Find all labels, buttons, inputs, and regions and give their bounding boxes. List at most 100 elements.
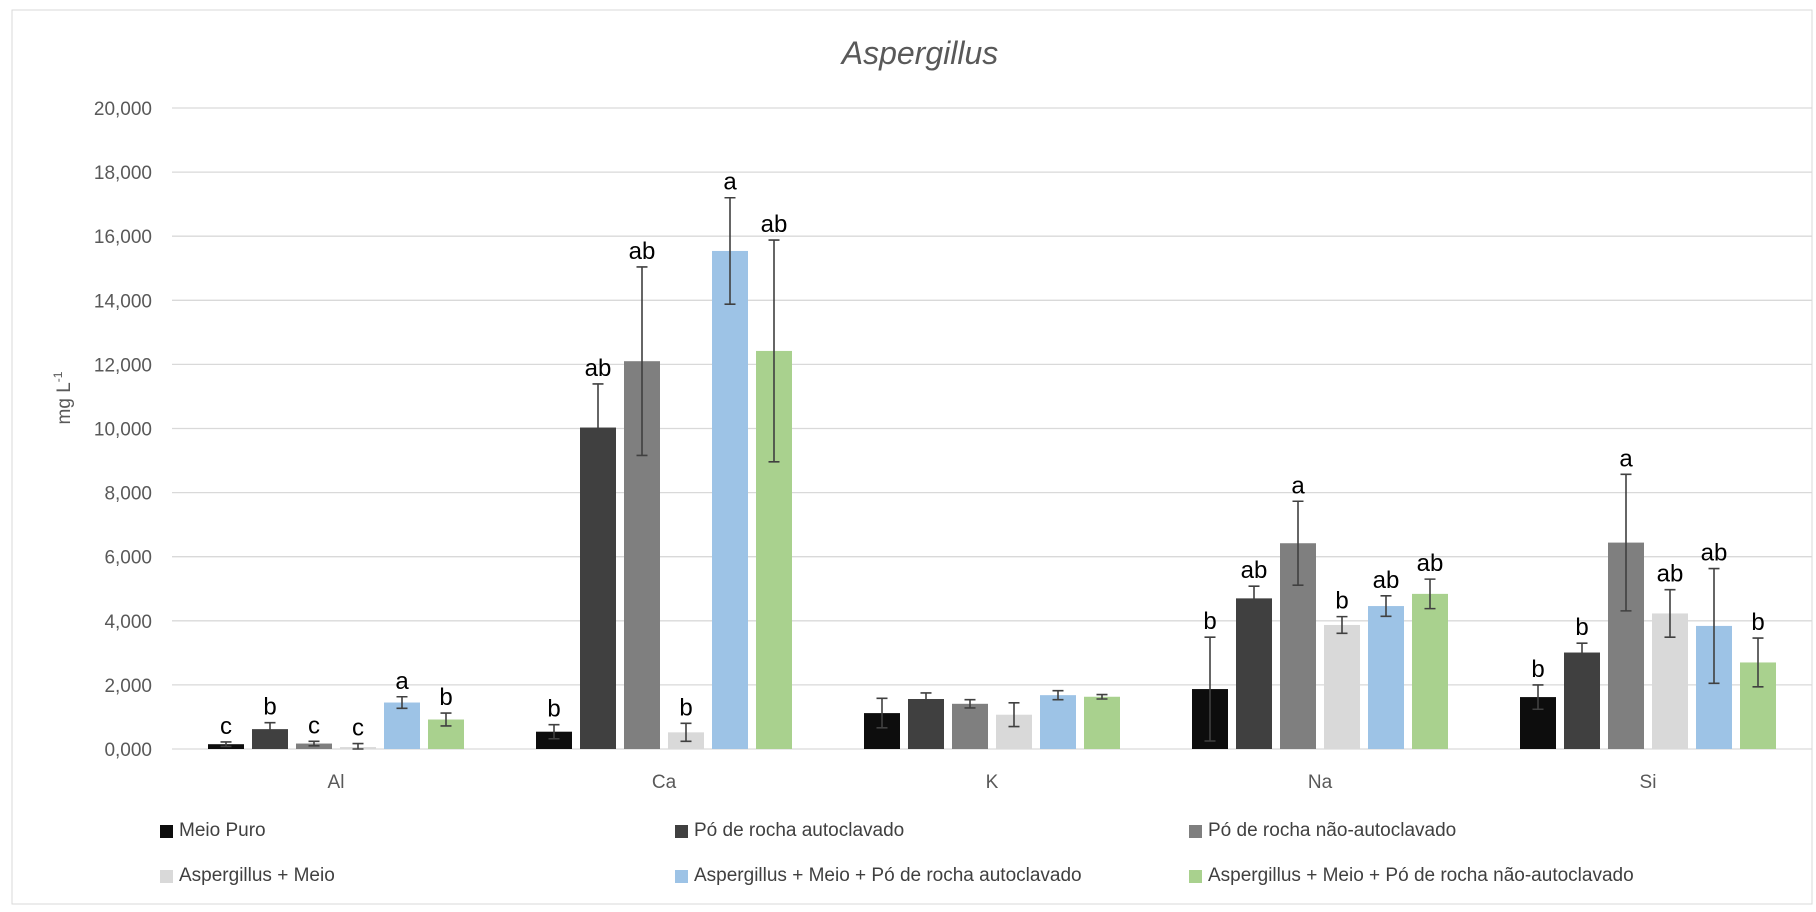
error-bar xyxy=(680,722,692,743)
error-bar xyxy=(1708,567,1720,685)
error-bar xyxy=(548,723,560,740)
y-axis-ticks: 0,000 2,000 4,000 6,000 8,000 10,000 12,000 14,… xyxy=(94,99,152,761)
bar xyxy=(1084,696,1120,749)
significance-letter: ab xyxy=(1657,561,1684,588)
error-bar xyxy=(440,712,452,727)
error-bar xyxy=(876,697,888,729)
bar xyxy=(908,699,944,749)
y-tick-label: 6,000 xyxy=(104,548,152,569)
y-axis-label-main: mg L xyxy=(54,382,75,424)
x-tick-label: Al xyxy=(328,772,345,793)
significance-letter: b xyxy=(679,694,692,721)
significance-letter: c xyxy=(220,713,232,740)
bar xyxy=(712,250,748,749)
error-bar xyxy=(1336,615,1348,635)
significance-letter: b xyxy=(1751,609,1764,636)
legend-item: Meio Puro xyxy=(160,820,266,842)
error-bar xyxy=(1380,595,1392,618)
error-bar xyxy=(768,239,780,463)
legend-item: Aspergillus + Meio xyxy=(160,865,335,887)
chart-border xyxy=(11,9,1813,905)
bar xyxy=(580,427,616,749)
y-tick-label: 18,000 xyxy=(94,163,152,184)
error-bar xyxy=(1620,473,1632,612)
bar xyxy=(1236,598,1272,749)
significance-letter: ab xyxy=(761,211,788,238)
legend-label: Aspergillus + Meio xyxy=(179,865,335,886)
legend-label: Aspergillus + Meio + Pó de rocha não-aut… xyxy=(1208,865,1634,886)
error-bar xyxy=(592,383,604,472)
legend-swatch xyxy=(675,824,688,838)
error-bar xyxy=(636,266,648,457)
y-tick-label: 0,000 xyxy=(104,740,152,761)
bar xyxy=(1368,606,1404,749)
error-bar xyxy=(264,721,276,737)
y-tick-label: 4,000 xyxy=(104,612,152,633)
error-bar xyxy=(1292,500,1304,587)
significance-letter: b xyxy=(263,694,276,721)
error-bar xyxy=(964,698,976,709)
error-bar xyxy=(1664,588,1676,638)
x-tick-label: K xyxy=(986,772,999,793)
significance-letter: ab xyxy=(585,355,612,382)
y-tick-label: 12,000 xyxy=(94,355,152,376)
x-tick-label: Na xyxy=(1308,772,1333,793)
legend-item: Aspergillus + Meio + Pó de rocha não-aut… xyxy=(1189,865,1634,887)
legend-item: Aspergillus + Meio + Pó de rocha autocla… xyxy=(675,865,1082,887)
significance-letter: a xyxy=(1619,445,1633,472)
x-tick-label: Si xyxy=(1640,772,1657,793)
significance-letter: ab xyxy=(629,238,656,265)
significance-letter: c xyxy=(352,715,364,742)
error-bar xyxy=(1424,578,1436,610)
error-bar xyxy=(1248,585,1260,612)
error-bar xyxy=(920,692,932,706)
legend-swatch xyxy=(1189,824,1202,838)
legend-label: Aspergillus + Meio + Pó de rocha autocla… xyxy=(694,865,1082,886)
bar xyxy=(1040,695,1076,749)
y-tick-label: 16,000 xyxy=(94,227,152,248)
x-tick-label: Ca xyxy=(652,772,677,793)
y-tick-label: 20,000 xyxy=(94,99,152,120)
error-bar xyxy=(1204,636,1216,742)
significance-letter: b xyxy=(547,696,560,723)
bar xyxy=(252,729,288,749)
legend-swatch xyxy=(160,824,173,838)
y-axis-label-superscript: -1 xyxy=(51,371,65,382)
error-bar xyxy=(1752,637,1764,688)
significance-letter: b xyxy=(1335,588,1348,615)
legend-swatch xyxy=(160,869,173,883)
error-bars xyxy=(220,196,1764,750)
gridlines xyxy=(172,107,1812,750)
significance-letter: b xyxy=(439,684,452,711)
significance-letter: ab xyxy=(1241,557,1268,584)
y-tick-label: 8,000 xyxy=(104,484,152,505)
legend-label: Pó de rocha autoclavado xyxy=(694,820,905,841)
error-bar xyxy=(220,741,232,748)
legend-label: Meio Puro xyxy=(179,820,266,841)
significance-letter: c xyxy=(308,712,320,739)
y-tick-label: 2,000 xyxy=(104,676,152,697)
chart-title: Aspergillus xyxy=(840,35,999,71)
significance-letter: a xyxy=(395,668,409,695)
error-bar xyxy=(1576,642,1588,663)
bar xyxy=(1324,624,1360,749)
error-bar xyxy=(1052,689,1064,701)
y-tick-label: 10,000 xyxy=(94,420,152,441)
legend-item: Pó de rocha não-autoclavado xyxy=(1189,820,1456,842)
bar xyxy=(384,702,420,749)
significance-letter: b xyxy=(1531,656,1544,683)
error-bar xyxy=(308,740,320,747)
bars xyxy=(208,250,1776,749)
bar xyxy=(1412,593,1448,749)
significance-letter: ab xyxy=(1417,550,1444,577)
bar xyxy=(952,703,988,749)
bar xyxy=(536,731,572,749)
significance-letter: b xyxy=(1575,614,1588,641)
legend-swatch xyxy=(675,869,688,883)
error-bar xyxy=(1008,702,1020,728)
y-axis-label: mg L-1 xyxy=(51,371,75,424)
y-tick-label: 14,000 xyxy=(94,291,152,312)
